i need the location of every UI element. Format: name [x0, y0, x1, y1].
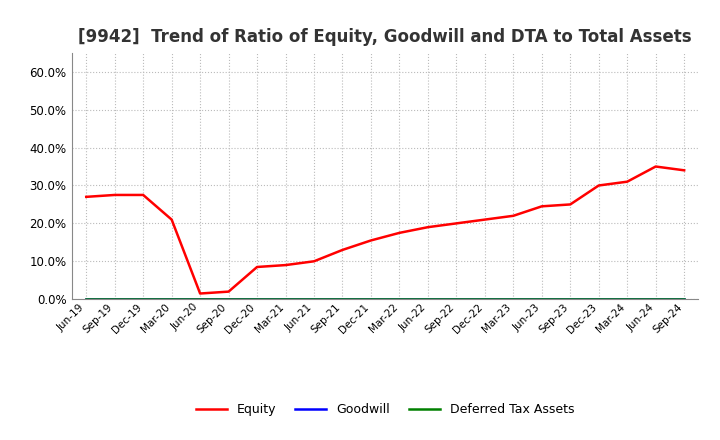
- Goodwill: [282, 297, 290, 302]
- Equity: [480, 217, 489, 222]
- Equity: [110, 192, 119, 198]
- Deferred Tax Assets: [395, 297, 404, 302]
- Deferred Tax Assets: [167, 297, 176, 302]
- Equity: [452, 221, 461, 226]
- Title: [9942]  Trend of Ratio of Equity, Goodwill and DTA to Total Assets: [9942] Trend of Ratio of Equity, Goodwil…: [78, 28, 692, 46]
- Deferred Tax Assets: [282, 297, 290, 302]
- Goodwill: [310, 297, 318, 302]
- Equity: [253, 264, 261, 270]
- Equity: [167, 217, 176, 222]
- Goodwill: [509, 297, 518, 302]
- Deferred Tax Assets: [310, 297, 318, 302]
- Equity: [395, 230, 404, 235]
- Goodwill: [452, 297, 461, 302]
- Deferred Tax Assets: [566, 297, 575, 302]
- Deferred Tax Assets: [366, 297, 375, 302]
- Equity: [652, 164, 660, 169]
- Goodwill: [196, 297, 204, 302]
- Deferred Tax Assets: [253, 297, 261, 302]
- Deferred Tax Assets: [652, 297, 660, 302]
- Line: Equity: Equity: [86, 166, 684, 293]
- Goodwill: [366, 297, 375, 302]
- Goodwill: [139, 297, 148, 302]
- Goodwill: [423, 297, 432, 302]
- Deferred Tax Assets: [225, 297, 233, 302]
- Goodwill: [623, 297, 631, 302]
- Deferred Tax Assets: [480, 297, 489, 302]
- Equity: [282, 262, 290, 268]
- Goodwill: [395, 297, 404, 302]
- Equity: [310, 259, 318, 264]
- Equity: [338, 247, 347, 253]
- Deferred Tax Assets: [680, 297, 688, 302]
- Goodwill: [82, 297, 91, 302]
- Deferred Tax Assets: [110, 297, 119, 302]
- Equity: [566, 202, 575, 207]
- Goodwill: [480, 297, 489, 302]
- Equity: [509, 213, 518, 218]
- Goodwill: [595, 297, 603, 302]
- Deferred Tax Assets: [196, 297, 204, 302]
- Deferred Tax Assets: [139, 297, 148, 302]
- Deferred Tax Assets: [82, 297, 91, 302]
- Deferred Tax Assets: [509, 297, 518, 302]
- Goodwill: [680, 297, 688, 302]
- Deferred Tax Assets: [595, 297, 603, 302]
- Goodwill: [537, 297, 546, 302]
- Goodwill: [566, 297, 575, 302]
- Equity: [225, 289, 233, 294]
- Deferred Tax Assets: [338, 297, 347, 302]
- Goodwill: [652, 297, 660, 302]
- Goodwill: [253, 297, 261, 302]
- Equity: [595, 183, 603, 188]
- Deferred Tax Assets: [623, 297, 631, 302]
- Equity: [139, 192, 148, 198]
- Equity: [82, 194, 91, 199]
- Equity: [196, 291, 204, 296]
- Goodwill: [338, 297, 347, 302]
- Deferred Tax Assets: [452, 297, 461, 302]
- Equity: [680, 168, 688, 173]
- Goodwill: [110, 297, 119, 302]
- Goodwill: [167, 297, 176, 302]
- Deferred Tax Assets: [537, 297, 546, 302]
- Deferred Tax Assets: [423, 297, 432, 302]
- Equity: [623, 179, 631, 184]
- Equity: [423, 224, 432, 230]
- Equity: [537, 204, 546, 209]
- Legend: Equity, Goodwill, Deferred Tax Assets: Equity, Goodwill, Deferred Tax Assets: [191, 398, 580, 421]
- Equity: [366, 238, 375, 243]
- Goodwill: [225, 297, 233, 302]
